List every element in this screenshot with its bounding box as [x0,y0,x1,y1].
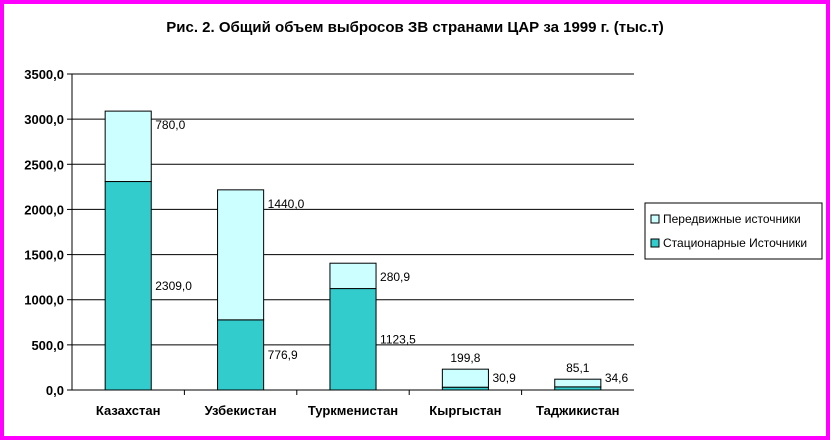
legend-swatch [650,238,660,248]
data-label-stationary: 2309,0 [155,279,192,293]
bar-stationary [104,181,152,391]
bar-mobile [554,378,602,388]
y-tick-label: 0,0 [46,383,64,398]
x-category-label: Туркменистан [308,403,398,418]
bar-mobile [329,262,377,290]
x-category-label: Кыргыстан [429,403,501,418]
x-category-label: Узбекистан [205,403,277,418]
legend: Передвижные источники Стационарные Источн… [644,202,823,260]
bar-mobile [104,110,152,183]
data-label-mobile: 280,9 [380,270,410,284]
chart-title: Рис. 2. Общий объем выбросов ЗВ странами… [166,19,664,36]
y-tick-label: 1500,0 [24,248,64,263]
legend-label: Передвижные источники [663,212,801,226]
legend-box [644,202,823,260]
y-tick-label: 2500,0 [24,157,64,172]
legend-swatch [650,214,660,224]
bar-stationary [217,319,265,391]
y-tick-label: 1000,0 [24,293,64,308]
legend-label: Стационарные Источники [663,236,807,250]
y-tick-label: 500,0 [31,338,64,353]
y-tick-label: 3500,0 [24,67,64,82]
data-label-stationary: 1123,5 [380,332,416,346]
bar-stationary [329,288,377,391]
bar-mobile [441,368,489,388]
y-tick-label: 3000,0 [24,112,64,127]
data-label-mobile: 199,8 [450,351,480,365]
plot-area: 0,0 500,0 1000,0 1500,0 2000,0 2500,0 3000,0 35… [24,67,634,418]
data-label-mobile: 780,0 [155,118,185,132]
data-label-mobile: 1440,0 [268,197,305,211]
y-tick-label: 2000,0 [24,202,64,217]
data-label-stationary: 34,6 [605,371,629,385]
data-label-mobile: 85,1 [566,361,590,375]
data-label-stationary: 30,9 [492,371,516,385]
x-category-label: Казахстан [96,403,161,418]
x-category-label: Таджикистан [536,403,619,418]
bar-mobile [217,189,265,321]
data-label-stationary: 776,9 [268,348,298,362]
